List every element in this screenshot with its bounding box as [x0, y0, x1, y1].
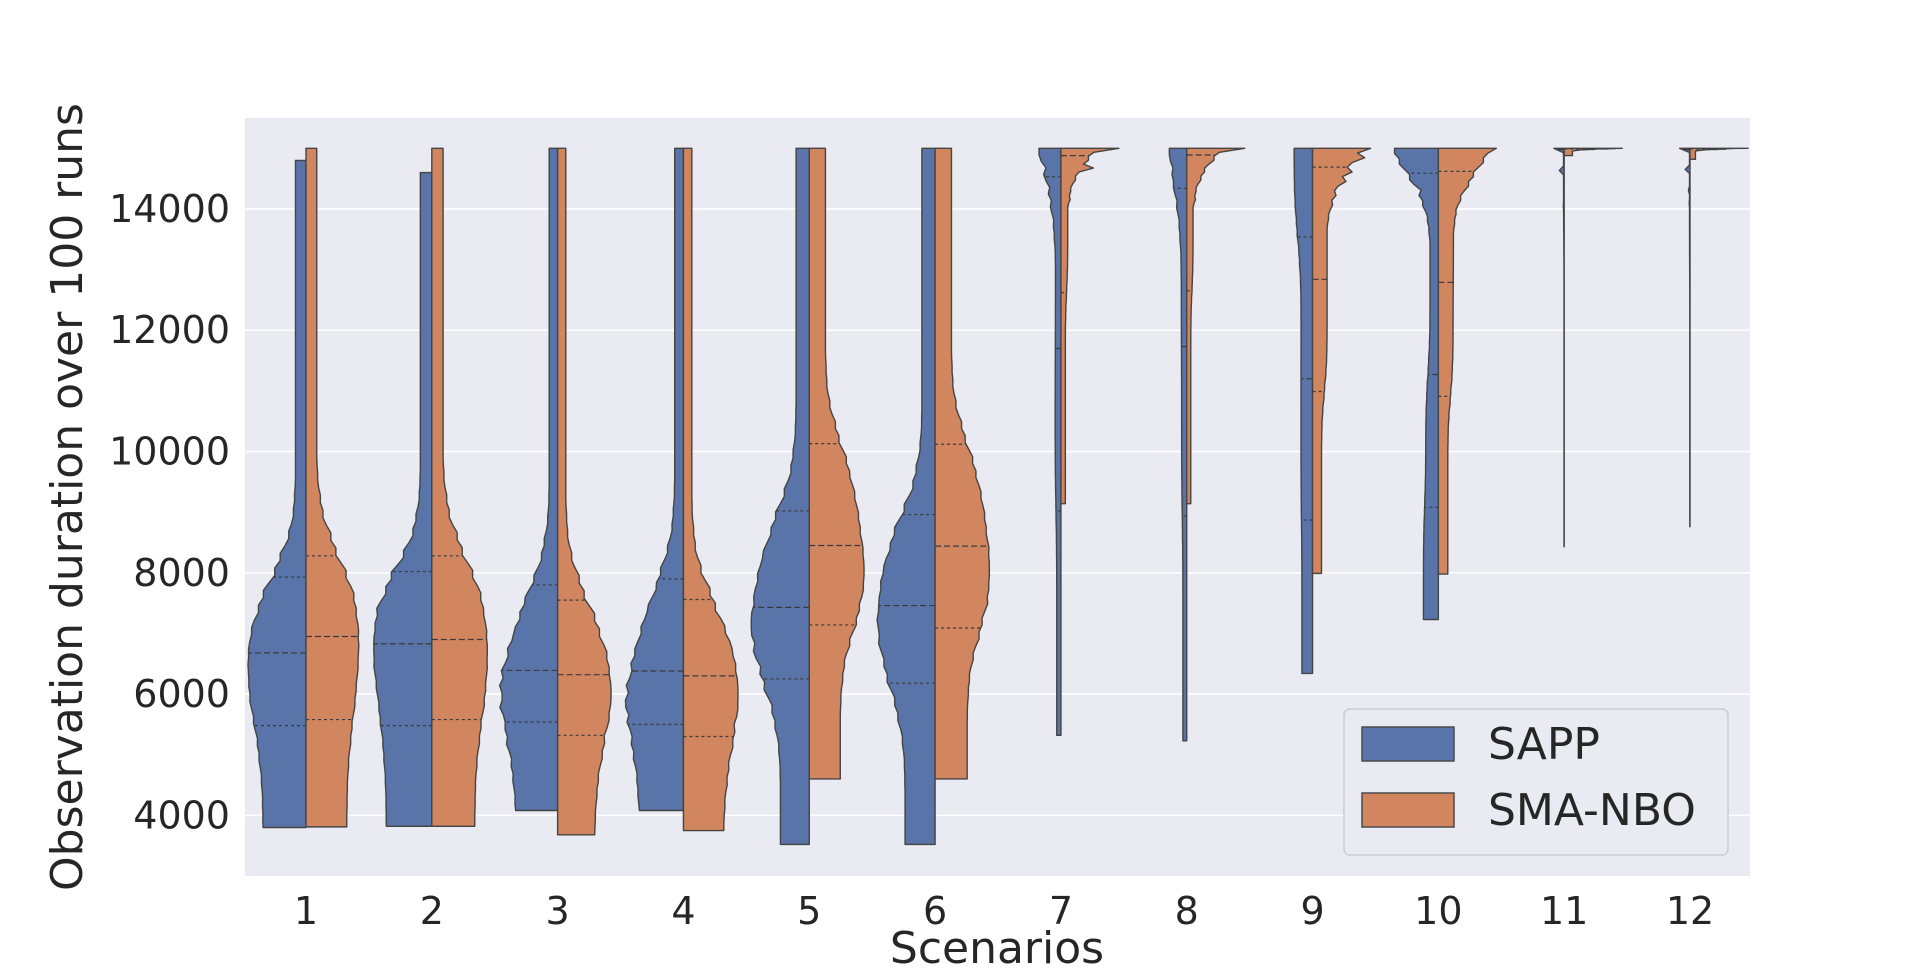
violin-sma-nbo-6 — [934, 147, 991, 780]
violin-sapp-12 — [1678, 147, 1691, 528]
legend-label-sma-nbo: SMA-NBO — [1488, 785, 1696, 836]
violin-sapp-10 — [1393, 147, 1440, 621]
y-tick-label: 8000 — [133, 551, 230, 595]
y-axis-ticks: 4000 6000 8000 10000 12000 14000 — [109, 187, 230, 837]
violin-half — [624, 147, 685, 812]
violin-half — [1038, 147, 1062, 737]
x-tick-label: 4 — [671, 889, 695, 933]
x-tick-label: 3 — [546, 889, 570, 933]
violin-half — [934, 147, 991, 780]
violin-sma-nbo-10 — [1437, 147, 1498, 575]
violin-sapp-5 — [750, 147, 810, 846]
violin-half — [1553, 147, 1565, 548]
x-axis-title: Scenarios — [890, 923, 1104, 974]
y-axis-title: Observation duration over 100 runs — [42, 103, 93, 891]
x-tick-label: 11 — [1540, 889, 1588, 933]
violin-half — [808, 147, 865, 780]
violin-sma-nbo-5 — [808, 147, 865, 780]
violin-half — [750, 147, 810, 846]
violin-half — [1437, 147, 1498, 575]
violin-sma-nbo-9 — [1311, 147, 1372, 575]
violin-half — [1186, 147, 1246, 505]
x-tick-label: 12 — [1666, 889, 1714, 933]
violin-sapp-9 — [1293, 147, 1314, 675]
violin-sma-nbo-3 — [556, 147, 612, 836]
violin-half — [556, 147, 612, 836]
violin-sma-nbo-1 — [305, 147, 360, 828]
violin-sma-nbo-8 — [1186, 147, 1246, 505]
violin-sma-nbo-12 — [1689, 147, 1749, 160]
violin-sapp-7 — [1038, 147, 1062, 737]
x-tick-label: 5 — [797, 889, 821, 933]
violin-sapp-3 — [498, 147, 559, 812]
violin-half — [431, 147, 489, 827]
x-tick-label: 8 — [1175, 889, 1199, 933]
y-tick-label: 10000 — [109, 430, 230, 474]
violin-half — [1060, 147, 1120, 505]
gridlines — [245, 208, 1750, 817]
y-tick-label: 6000 — [133, 672, 230, 716]
violin-half — [1293, 147, 1314, 675]
violin-half — [1393, 147, 1440, 621]
x-tick-label: 2 — [420, 889, 444, 933]
x-tick-label: 6 — [923, 889, 947, 933]
violin-sapp-8 — [1168, 147, 1188, 742]
violin-sma-nbo-7 — [1060, 147, 1120, 505]
violin-half — [1563, 147, 1623, 157]
violin-half — [1678, 147, 1691, 528]
violin-sapp-6 — [876, 147, 936, 846]
violins — [247, 147, 1749, 846]
violin-sapp-11 — [1553, 147, 1565, 548]
x-tick-label: 9 — [1300, 889, 1324, 933]
violin-half — [305, 147, 360, 828]
y-tick-label: 12000 — [109, 308, 230, 352]
legend-label-sapp: SAPP — [1488, 719, 1600, 770]
violin-sma-nbo-11 — [1563, 147, 1623, 157]
violin-half — [682, 147, 739, 832]
legend-swatch-sapp — [1361, 726, 1455, 762]
violin-half — [1689, 147, 1749, 160]
violin-half — [1311, 147, 1372, 575]
violin-half — [876, 147, 936, 846]
y-tick-label: 14000 — [109, 187, 230, 231]
violin-sma-nbo-4 — [682, 147, 739, 832]
violin-sma-nbo-2 — [431, 147, 489, 827]
violin-half — [1168, 147, 1188, 742]
violin-sapp-1 — [247, 159, 307, 829]
violin-sapp-4 — [624, 147, 685, 812]
legend-swatch-sma-nbo — [1361, 792, 1455, 828]
violin-half — [373, 171, 433, 827]
violin-half — [498, 147, 559, 812]
violin-half — [247, 159, 307, 829]
y-tick-label: 4000 — [133, 793, 230, 837]
x-tick-label: 10 — [1414, 889, 1462, 933]
legend: SAPP SMA-NBO — [1343, 708, 1729, 856]
violin-sapp-2 — [373, 171, 433, 827]
x-axis-ticks: 1 2 3 4 5 6 7 8 9 10 11 12 — [294, 889, 1714, 933]
x-tick-label: 7 — [1049, 889, 1073, 933]
x-tick-label: 1 — [294, 889, 318, 933]
